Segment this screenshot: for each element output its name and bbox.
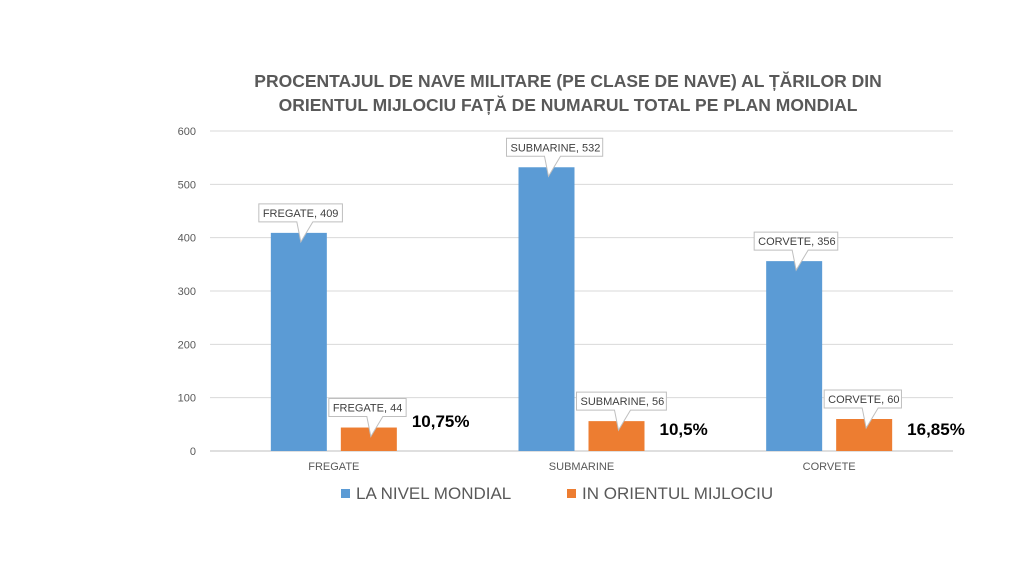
percentage-annotations: 10,75% 10,5% 16,85% <box>412 412 965 439</box>
bar-1-2 <box>836 419 893 451</box>
bar-0-0 <box>270 232 327 451</box>
legend-label: LA NIVEL MONDIAL <box>356 484 511 503</box>
data-label-callout: FREGATE, 44 <box>328 398 407 438</box>
chart-title-line-2: ORIENTUL MIJLOCIU FAȚĂ DE NUMARUL TOTAL … <box>279 94 858 115</box>
callout-box <box>753 231 839 272</box>
callout-box <box>576 391 667 432</box>
gridlines <box>210 130 953 452</box>
y-tick-label: 600 <box>178 126 196 138</box>
y-axis: 0 100 200 300 400 500 600 <box>178 126 196 458</box>
percentage-annotation: 10,75% <box>412 412 470 431</box>
percentage-annotation: 10,5% <box>660 420 708 439</box>
data-label-text: FREGATE, 409 <box>263 208 339 220</box>
bars <box>270 167 893 451</box>
data-label-text: SUBMARINE, 56 <box>581 396 665 408</box>
data-label-text: CORVETE, 356 <box>758 236 835 248</box>
bar-0-2 <box>766 261 823 451</box>
data-label-callout: CORVETE, 60 <box>823 389 902 430</box>
y-tick-label: 100 <box>178 393 196 405</box>
legend: LA NIVEL MONDIAL IN ORIENTUL MIJLOCIU <box>341 484 773 503</box>
percentage-annotation: 16,85% <box>907 420 965 439</box>
data-label-callout: SUBMARINE, 532 <box>506 137 604 178</box>
legend-swatch <box>567 489 576 498</box>
callout-box <box>823 389 902 430</box>
y-tick-label: 200 <box>178 339 196 351</box>
bar-1-1 <box>588 421 645 451</box>
callout-box <box>258 203 343 244</box>
y-tick-label: 400 <box>178 233 196 245</box>
chart-title-line-1: PROCENTAJUL DE NAVE MILITARE (PE CLASE D… <box>254 70 881 91</box>
data-label-text: CORVETE, 60 <box>828 394 899 406</box>
data-labels: FREGATE, 409 FREGATE, 44 SUBMARINE, 532 SUB… <box>258 137 902 438</box>
y-tick-label: 500 <box>178 179 196 191</box>
bar-0-1 <box>518 167 575 451</box>
bar-1-0 <box>340 427 397 451</box>
legend-swatch <box>341 489 350 498</box>
data-label-text: SUBMARINE, 532 <box>511 142 601 154</box>
data-label-callout: CORVETE, 356 <box>753 231 839 272</box>
y-tick-label: 300 <box>178 286 196 298</box>
legend-label: IN ORIENTUL MIJLOCIU <box>582 484 773 503</box>
x-tick-label: CORVETE <box>803 461 856 473</box>
x-tick-label: SUBMARINE <box>549 461 614 473</box>
callout-box <box>506 137 604 178</box>
y-tick-label: 0 <box>190 446 196 458</box>
data-label-callout: SUBMARINE, 56 <box>576 391 667 432</box>
callout-box <box>328 398 407 438</box>
data-label-callout: FREGATE, 409 <box>258 203 343 244</box>
x-axis: FREGATE SUBMARINE CORVETE <box>308 461 855 473</box>
x-tick-label: FREGATE <box>308 461 359 473</box>
data-label-text: FREGATE, 44 <box>333 403 402 415</box>
